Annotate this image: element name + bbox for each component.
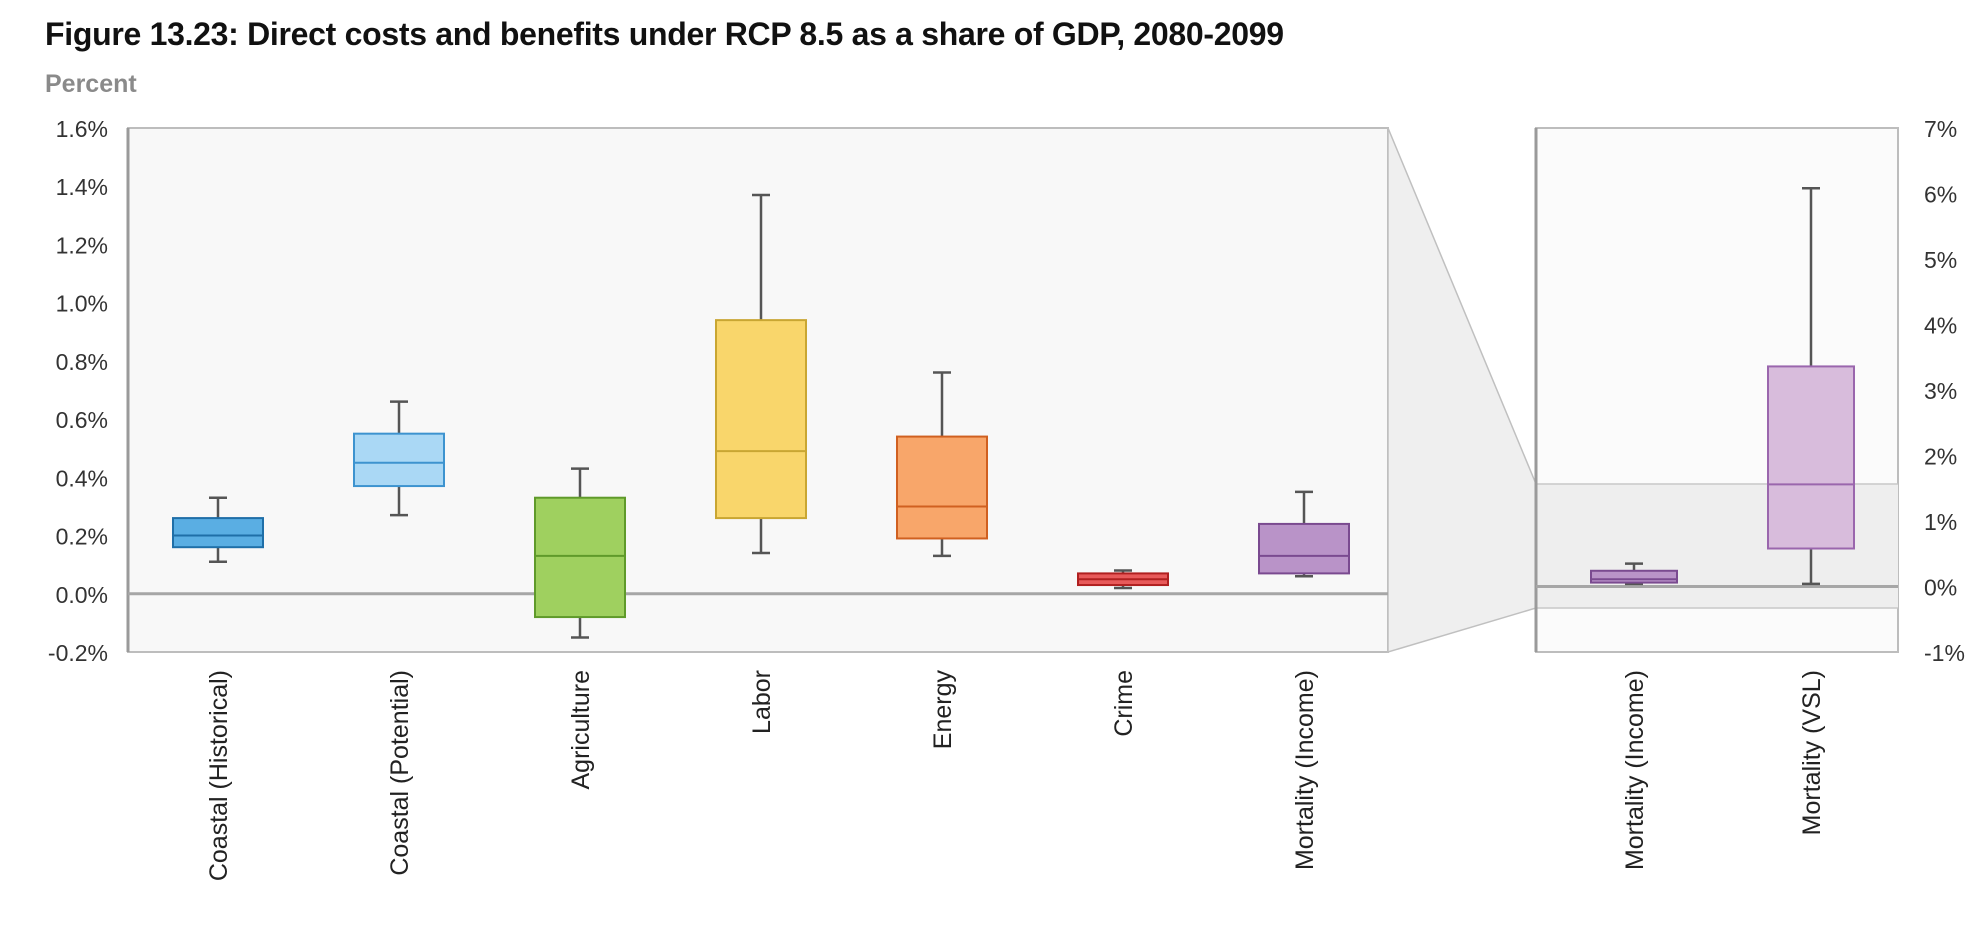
box-iqr (1590, 569, 1678, 584)
category-label: Coastal (Historical) (205, 670, 233, 881)
y-tick-label: -0.2% (48, 640, 108, 666)
category-label: Mortality (Income) (1621, 670, 1649, 870)
box-inset-1 (1767, 187, 1855, 586)
box-iqr (353, 432, 445, 488)
y-tick-label: 1.4% (56, 174, 108, 200)
y-tick-label: 0.0% (56, 582, 108, 608)
box-iqr (534, 496, 626, 619)
box-main-0 (172, 496, 264, 564)
chart-title: Figure 13.23: Direct costs and benefits … (45, 16, 1284, 52)
box-main-5 (1077, 569, 1169, 590)
box-iqr (172, 517, 264, 549)
y-tick-label: 1.2% (56, 232, 108, 258)
box-main-1 (353, 400, 445, 517)
category-label: Energy (929, 670, 957, 750)
category-label: Coastal (Potential) (386, 670, 414, 876)
y-tick-label: 1.0% (56, 291, 108, 317)
y-tick-label: 2% (1924, 444, 1957, 470)
box-iqr (715, 319, 807, 520)
box-main-3 (715, 193, 807, 555)
y-tick-label: 4% (1924, 313, 1957, 339)
y-tick-label: 0.8% (56, 349, 108, 375)
category-label: Labor (748, 670, 776, 734)
box-main-4 (896, 371, 988, 558)
y-tick-label: 6% (1924, 182, 1957, 208)
y-tick-label: 5% (1924, 247, 1957, 273)
category-label: Crime (1110, 670, 1138, 737)
y-tick-label: 7% (1924, 116, 1957, 142)
box-main-6 (1258, 490, 1350, 578)
y-tick-label: 0.2% (56, 524, 108, 550)
box-inset-0 (1590, 562, 1678, 586)
y-tick-label: 1.6% (56, 116, 108, 142)
y-tick-label: -1% (1924, 640, 1965, 666)
zoom-connector (1387, 127, 1537, 654)
y-tick-label: 1% (1924, 509, 1957, 535)
y-tick-label: 0% (1924, 575, 1957, 601)
category-label: Mortality (VSL) (1798, 670, 1826, 835)
y-tick-label: 3% (1924, 378, 1957, 404)
y-tick-label: 0.6% (56, 407, 108, 433)
box-iqr (1767, 365, 1855, 550)
box-iqr (1258, 522, 1350, 575)
unit-label: Percent (45, 70, 137, 98)
box-iqr (896, 435, 988, 540)
y-tick-label: 0.4% (56, 465, 108, 491)
category-label: Mortality (Income) (1291, 670, 1319, 870)
box-main-2 (534, 467, 626, 639)
category-label: Agriculture (567, 670, 595, 790)
